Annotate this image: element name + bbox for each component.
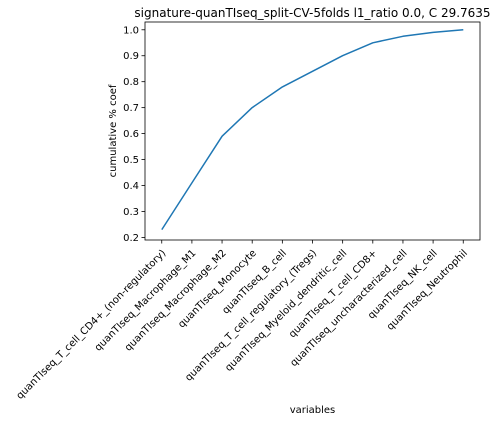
y-axis-label: cumulative % coef	[108, 84, 119, 177]
y-tick-label: 0.9	[123, 51, 139, 62]
x-axis-label: variables	[290, 405, 336, 416]
y-tick-label: 1.0	[123, 25, 139, 36]
y-tick-label: 0.6	[123, 129, 139, 140]
chart-title: signature-quanTIseq_split-CV-5folds l1_r…	[134, 6, 490, 20]
y-tick-label: 0.2	[123, 233, 139, 244]
y-tick-label: 0.8	[123, 77, 139, 88]
y-tick-label: 0.7	[123, 103, 139, 114]
y-tick-label: 0.5	[123, 155, 139, 166]
y-tick-label: 0.3	[123, 207, 139, 218]
series-line	[161, 29, 464, 231]
y-tick-label: 0.4	[123, 181, 139, 192]
plot-area: 0.20.30.40.50.60.70.80.91.0quanTIseq_T_c…	[15, 21, 481, 402]
axes-frame	[144, 21, 481, 241]
